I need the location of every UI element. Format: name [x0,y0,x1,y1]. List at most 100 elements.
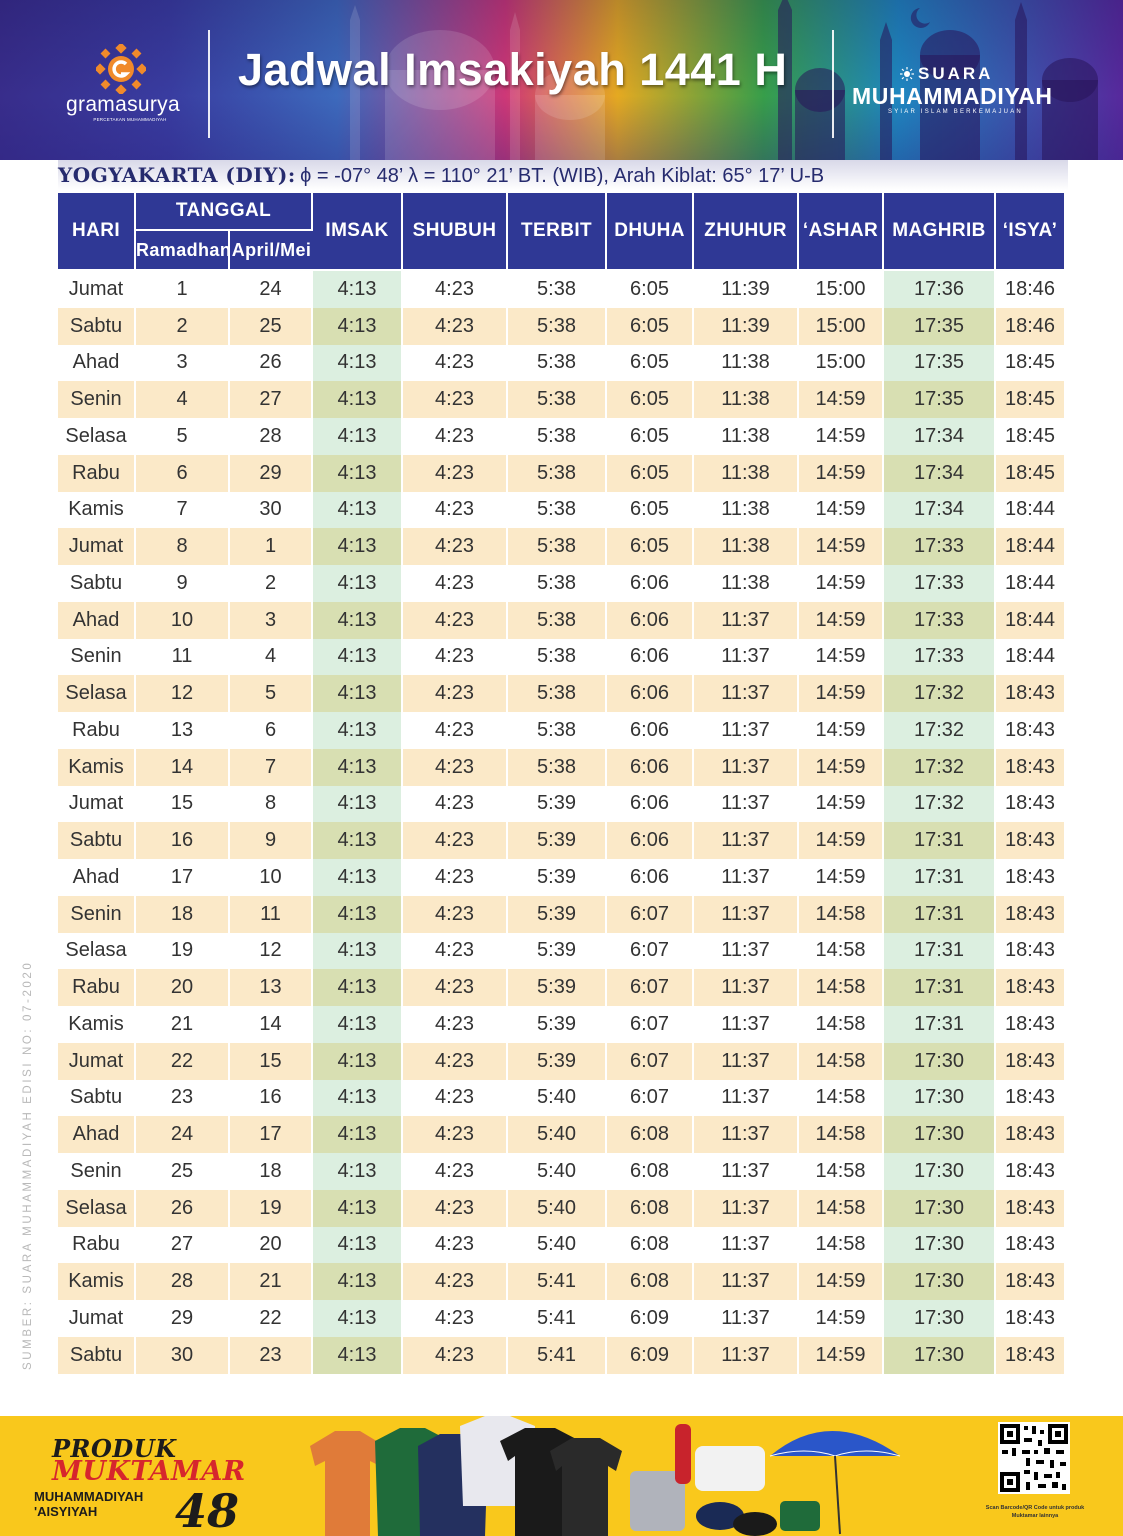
cell-zhuhur: 11:37 [694,1263,800,1300]
cell-april-mei: 7 [230,748,314,786]
cell-ashar: 14:58 [799,932,885,970]
cell-april-mei: 23 [230,1336,314,1374]
cell-maghrib: 17:33 [884,528,997,565]
table-row: Sabtu 30 23 4:13 4:23 5:41 6:09 11:37 14:59 17:30… [58,1336,1065,1374]
cell-maghrib: 17:35 [884,344,997,382]
cell-terbit: 5:41 [508,1336,608,1374]
cell-zhuhur: 11:37 [694,785,800,823]
cell-hari: Jumat [58,528,136,565]
cell-april-mei: 14 [230,1006,314,1043]
header-maghrib: MAGHRIB [884,193,997,271]
cell-ramadhan: 21 [136,1006,230,1043]
cell-dhuha: 6:08 [607,1226,695,1264]
cell-hari: Ahad [58,344,136,382]
cell-isya: 18:43 [996,822,1065,859]
cell-imsak: 4:13 [313,748,404,786]
table-row: Ahad 17 10 4:13 4:23 5:39 6:06 11:37 14:59 17:31 1… [58,859,1065,896]
cell-terbit: 5:38 [508,454,608,492]
cell-maghrib: 17:30 [884,1153,997,1190]
cell-isya: 18:44 [996,565,1065,602]
cell-hari: Selasa [58,675,136,712]
cell-dhuha: 6:05 [607,418,695,455]
cell-april-mei: 4 [230,638,314,676]
cell-maghrib: 17:30 [884,1189,997,1227]
cell-terbit: 5:39 [508,932,608,970]
cell-maghrib: 17:34 [884,454,997,492]
table-row: Senin 18 11 4:13 4:23 5:39 6:07 11:37 14:58 17:31… [58,895,1065,933]
header-april-mei: April/Mei [230,231,314,271]
cell-imsak: 4:13 [313,565,404,602]
cell-shubuh: 4:23 [403,675,509,712]
cell-imsak: 4:13 [313,1189,404,1227]
cell-ashar: 14:59 [799,1300,885,1337]
cell-isya: 18:45 [996,454,1065,492]
cell-ramadhan: 28 [136,1263,230,1300]
cell-hari: Sabtu [58,307,136,345]
cell-imsak: 4:13 [313,1336,404,1374]
cell-zhuhur: 11:37 [694,1042,800,1080]
cell-dhuha: 6:05 [607,491,695,529]
cell-maghrib: 17:31 [884,822,997,859]
cell-ramadhan: 17 [136,859,230,896]
schedule-body: Jumat 1 24 4:13 4:23 5:38 6:05 11:39 15:00 17:36 1… [58,271,1065,1374]
cell-ramadhan: 9 [136,565,230,602]
cell-april-mei: 13 [230,969,314,1006]
cell-shubuh: 4:23 [403,748,509,786]
cell-hari: Senin [58,638,136,676]
cell-april-mei: 3 [230,601,314,639]
table-row: Kamis 28 21 4:13 4:23 5:41 6:08 11:37 14:59 17:30… [58,1263,1065,1300]
cell-zhuhur: 11:37 [694,859,800,896]
cell-hari: Kamis [58,1263,136,1300]
cell-terbit: 5:41 [508,1263,608,1300]
cell-dhuha: 6:05 [607,271,695,308]
cell-hari: Jumat [58,1300,136,1337]
cell-isya: 18:43 [996,1300,1065,1337]
cell-isya: 18:43 [996,859,1065,896]
cell-april-mei: 17 [230,1116,314,1153]
cell-hari: Ahad [58,859,136,896]
table-row: Kamis 21 14 4:13 4:23 5:39 6:07 11:37 14:58 17:31… [58,1006,1065,1043]
table-row: Jumat 22 15 4:13 4:23 5:39 6:07 11:37 14:58 17:30… [58,1042,1065,1080]
header-terbit: TERBIT [508,193,608,271]
cell-zhuhur: 11:37 [694,932,800,970]
cell-terbit: 5:38 [508,381,608,418]
cell-maghrib: 17:34 [884,418,997,455]
cell-ashar: 14:59 [799,1336,885,1374]
cell-ramadhan: 8 [136,528,230,565]
table-row: Sabtu 23 16 4:13 4:23 5:40 6:07 11:37 14:58 17:30… [58,1079,1065,1117]
cell-isya: 18:43 [996,932,1065,970]
cell-zhuhur: 11:37 [694,1006,800,1043]
cell-shubuh: 4:23 [403,895,509,933]
cell-imsak: 4:13 [313,271,404,308]
cell-terbit: 5:41 [508,1300,608,1337]
cell-terbit: 5:39 [508,859,608,896]
cell-terbit: 5:40 [508,1079,608,1117]
cell-zhuhur: 11:38 [694,344,800,382]
cell-dhuha: 6:05 [607,344,695,382]
cell-terbit: 5:38 [508,344,608,382]
cell-ramadhan: 26 [136,1189,230,1227]
cell-maghrib: 17:31 [884,932,997,970]
cell-ramadhan: 15 [136,785,230,823]
cell-isya: 18:43 [996,1153,1065,1190]
cell-imsak: 4:13 [313,969,404,1006]
cell-zhuhur: 11:37 [694,822,800,859]
cell-shubuh: 4:23 [403,932,509,970]
cell-terbit: 5:39 [508,785,608,823]
header-dhuha: DHUHA [607,193,695,271]
cell-zhuhur: 11:37 [694,712,800,749]
cell-shubuh: 4:23 [403,638,509,676]
cell-ashar: 14:59 [799,601,885,639]
table-row: Rabu 27 20 4:13 4:23 5:40 6:08 11:37 14:58 17:30 1… [58,1226,1065,1264]
cell-maghrib: 17:34 [884,491,997,529]
cell-ramadhan: 14 [136,748,230,786]
cell-maghrib: 17:30 [884,1116,997,1153]
cell-dhuha: 6:08 [607,1116,695,1153]
sun-emblem-icon [900,67,914,81]
gramasurya-brand: gramasurya [66,93,180,116]
cell-ashar: 14:59 [799,1263,885,1300]
cell-imsak: 4:13 [313,1263,404,1300]
cell-shubuh: 4:23 [403,344,509,382]
cell-imsak: 4:13 [313,1006,404,1043]
cell-isya: 18:43 [996,785,1065,823]
